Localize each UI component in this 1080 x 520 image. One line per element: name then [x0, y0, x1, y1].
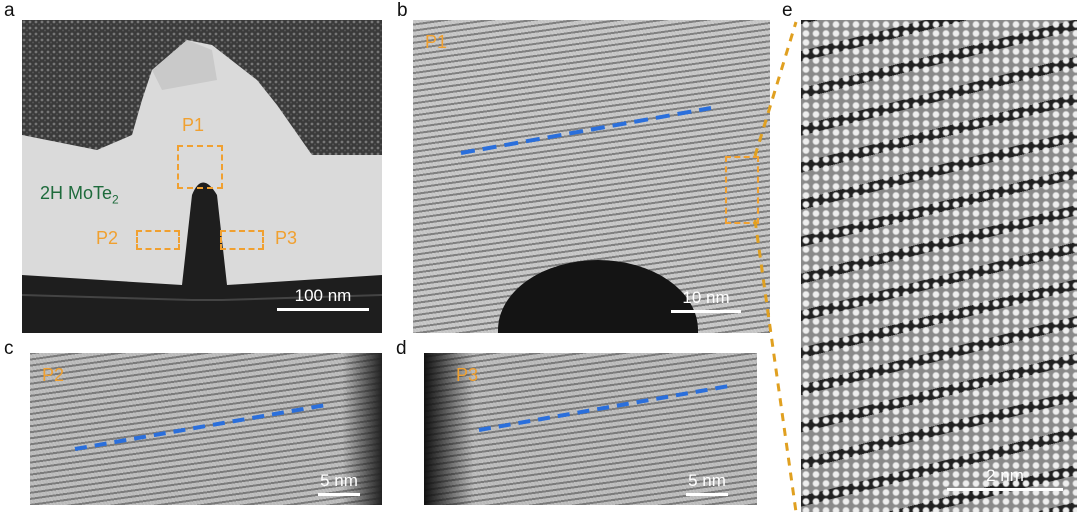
panel-d-image: P3 5 nm: [424, 353, 757, 505]
scale-bar-d: 5 nm: [686, 471, 728, 496]
region-p3-box: [220, 230, 264, 250]
scale-bar-a: 100 nm: [277, 286, 369, 311]
region-label-b: P1: [425, 32, 448, 52]
region-p1-label: P1: [182, 115, 205, 135]
panel-e-image: 2 nm: [801, 20, 1077, 512]
region-label-d: P3: [456, 365, 479, 385]
zoom-region-box: [725, 156, 759, 224]
panel-letter-b: b: [397, 0, 408, 21]
panel-letter-d: d: [396, 338, 407, 359]
panel-letter-e: e: [782, 0, 793, 21]
guide-line-d: [478, 384, 730, 432]
region-label-c: P2: [42, 365, 65, 385]
region-p2-box: [136, 230, 180, 250]
scale-bar-b: 10 nm: [671, 288, 741, 313]
panel-a-image: P1 P2 P3 2H MoTe2 100 nm: [22, 20, 382, 333]
scale-bar-c: 5 nm: [318, 471, 360, 496]
panel-letter-a: a: [4, 0, 15, 21]
material-label: 2H MoTe2: [40, 183, 119, 207]
scale-bar-e: 2 nm: [947, 466, 1063, 491]
region-p1-box: [177, 145, 223, 189]
guide-line-b: [460, 106, 712, 155]
guide-line-c: [74, 403, 327, 451]
panel-b-image: P1 10 nm: [413, 20, 770, 333]
panel-c-image: P2 5 nm: [30, 353, 382, 505]
panel-a-structure: [22, 20, 382, 333]
panel-letter-c: c: [4, 338, 14, 359]
region-p3-label: P3: [275, 228, 298, 248]
region-p2-label: P2: [96, 228, 119, 248]
